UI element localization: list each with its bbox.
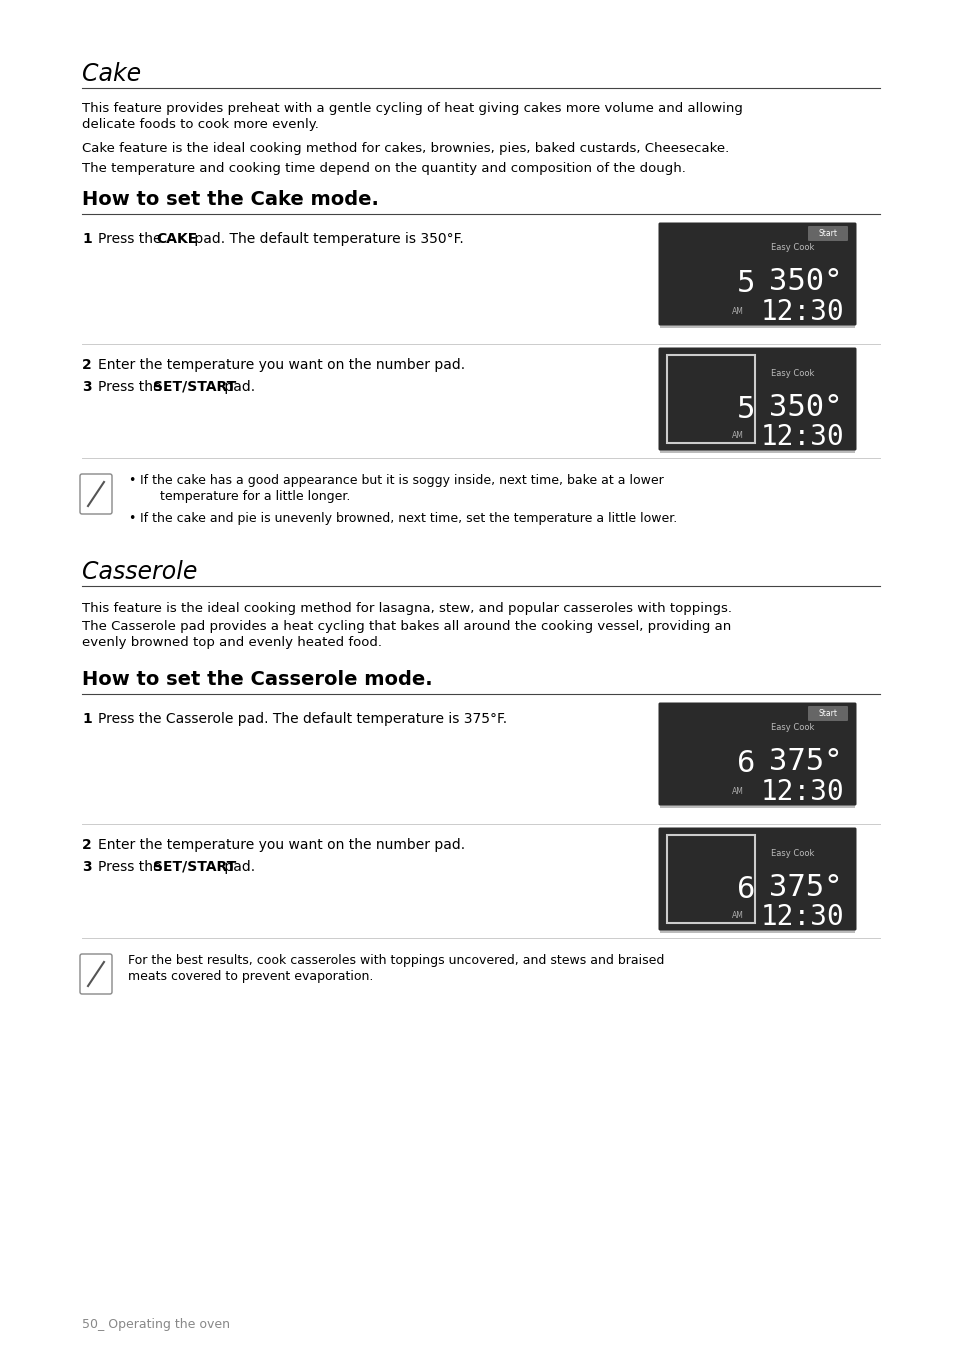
Text: AM: AM [731, 431, 743, 441]
FancyBboxPatch shape [807, 706, 847, 721]
Text: 3: 3 [82, 860, 91, 873]
Text: Enter the temperature you want on the number pad.: Enter the temperature you want on the nu… [98, 838, 465, 852]
Text: 6: 6 [736, 749, 754, 779]
Text: 350°: 350° [769, 268, 842, 296]
Text: CAKE: CAKE [156, 233, 197, 246]
Text: 375°: 375° [769, 872, 842, 902]
FancyBboxPatch shape [80, 475, 112, 514]
Text: pad.: pad. [220, 380, 254, 393]
Text: If the cake has a good appearance but it is soggy inside, next time, bake at a l: If the cake has a good appearance but it… [140, 475, 663, 487]
Text: Press the: Press the [98, 380, 166, 393]
FancyBboxPatch shape [658, 347, 856, 450]
Text: 6: 6 [736, 875, 754, 903]
Text: This feature provides preheat with a gentle cycling of heat giving cakes more vo: This feature provides preheat with a gen… [82, 101, 742, 115]
Text: 50_ Operating the oven: 50_ Operating the oven [82, 1318, 230, 1330]
Text: Enter the temperature you want on the number pad.: Enter the temperature you want on the nu… [98, 358, 465, 372]
Text: The temperature and cooking time depend on the quantity and composition of the d: The temperature and cooking time depend … [82, 162, 685, 174]
Text: SET/START: SET/START [152, 860, 236, 873]
Text: 1: 1 [82, 713, 91, 726]
Bar [666, 836, 754, 923]
Text: delicate foods to cook more evenly.: delicate foods to cook more evenly. [82, 118, 318, 131]
Text: Easy Cook: Easy Cook [770, 723, 814, 733]
Text: 12:30: 12:30 [760, 903, 843, 932]
FancyBboxPatch shape [658, 827, 856, 930]
Text: Press the: Press the [98, 233, 166, 246]
Text: 5: 5 [736, 395, 754, 423]
Text: Cake: Cake [82, 62, 141, 87]
Text: 12:30: 12:30 [760, 423, 843, 452]
Text: Casserole: Casserole [82, 560, 197, 584]
Text: 350°: 350° [769, 392, 842, 422]
Text: Cake feature is the ideal cooking method for cakes, brownies, pies, baked custar: Cake feature is the ideal cooking method… [82, 142, 728, 155]
Text: 12:30: 12:30 [760, 297, 843, 326]
Text: 2: 2 [82, 358, 91, 372]
Text: •: • [128, 512, 135, 525]
Text: pad.: pad. [220, 860, 254, 873]
Text: 3: 3 [82, 380, 91, 393]
Text: 375°: 375° [769, 748, 842, 776]
Text: AM: AM [731, 307, 743, 315]
Text: AM: AM [731, 911, 743, 921]
Bar [659, 449, 854, 453]
FancyBboxPatch shape [80, 955, 112, 994]
Text: meats covered to prevent evaporation.: meats covered to prevent evaporation. [128, 969, 373, 983]
Text: Start: Start [818, 228, 837, 238]
Text: 1: 1 [82, 233, 91, 246]
Text: How to set the Cake mode.: How to set the Cake mode. [82, 191, 378, 210]
Text: temperature for a little longer.: temperature for a little longer. [160, 489, 350, 503]
Text: 12:30: 12:30 [760, 777, 843, 806]
Text: How to set the Casserole mode.: How to set the Casserole mode. [82, 671, 432, 690]
Text: Press the: Press the [98, 860, 166, 873]
Text: 2: 2 [82, 838, 91, 852]
FancyBboxPatch shape [658, 223, 856, 326]
Text: Easy Cook: Easy Cook [770, 849, 814, 857]
Bar [666, 356, 754, 443]
Bar [659, 324, 854, 329]
Text: pad. The default temperature is 350°F.: pad. The default temperature is 350°F. [190, 233, 463, 246]
FancyBboxPatch shape [807, 226, 847, 241]
Text: Start: Start [818, 708, 837, 718]
FancyBboxPatch shape [658, 703, 856, 806]
Text: For the best results, cook casseroles with toppings uncovered, and stews and bra: For the best results, cook casseroles wi… [128, 955, 663, 967]
Text: evenly browned top and evenly heated food.: evenly browned top and evenly heated foo… [82, 635, 381, 649]
Text: •: • [128, 475, 135, 487]
Text: Press the Casserole pad. The default temperature is 375°F.: Press the Casserole pad. The default tem… [98, 713, 507, 726]
Bar [659, 929, 854, 933]
Bar [659, 804, 854, 808]
Text: The Casserole pad provides a heat cycling that bakes all around the cooking vess: The Casserole pad provides a heat cyclin… [82, 621, 731, 633]
Text: If the cake and pie is unevenly browned, next time, set the temperature a little: If the cake and pie is unevenly browned,… [140, 512, 677, 525]
Text: 5: 5 [736, 269, 754, 299]
Text: AM: AM [731, 787, 743, 795]
Text: SET/START: SET/START [152, 380, 236, 393]
Text: Easy Cook: Easy Cook [770, 243, 814, 253]
Text: Easy Cook: Easy Cook [770, 369, 814, 377]
Text: This feature is the ideal cooking method for lasagna, stew, and popular casserol: This feature is the ideal cooking method… [82, 602, 731, 615]
